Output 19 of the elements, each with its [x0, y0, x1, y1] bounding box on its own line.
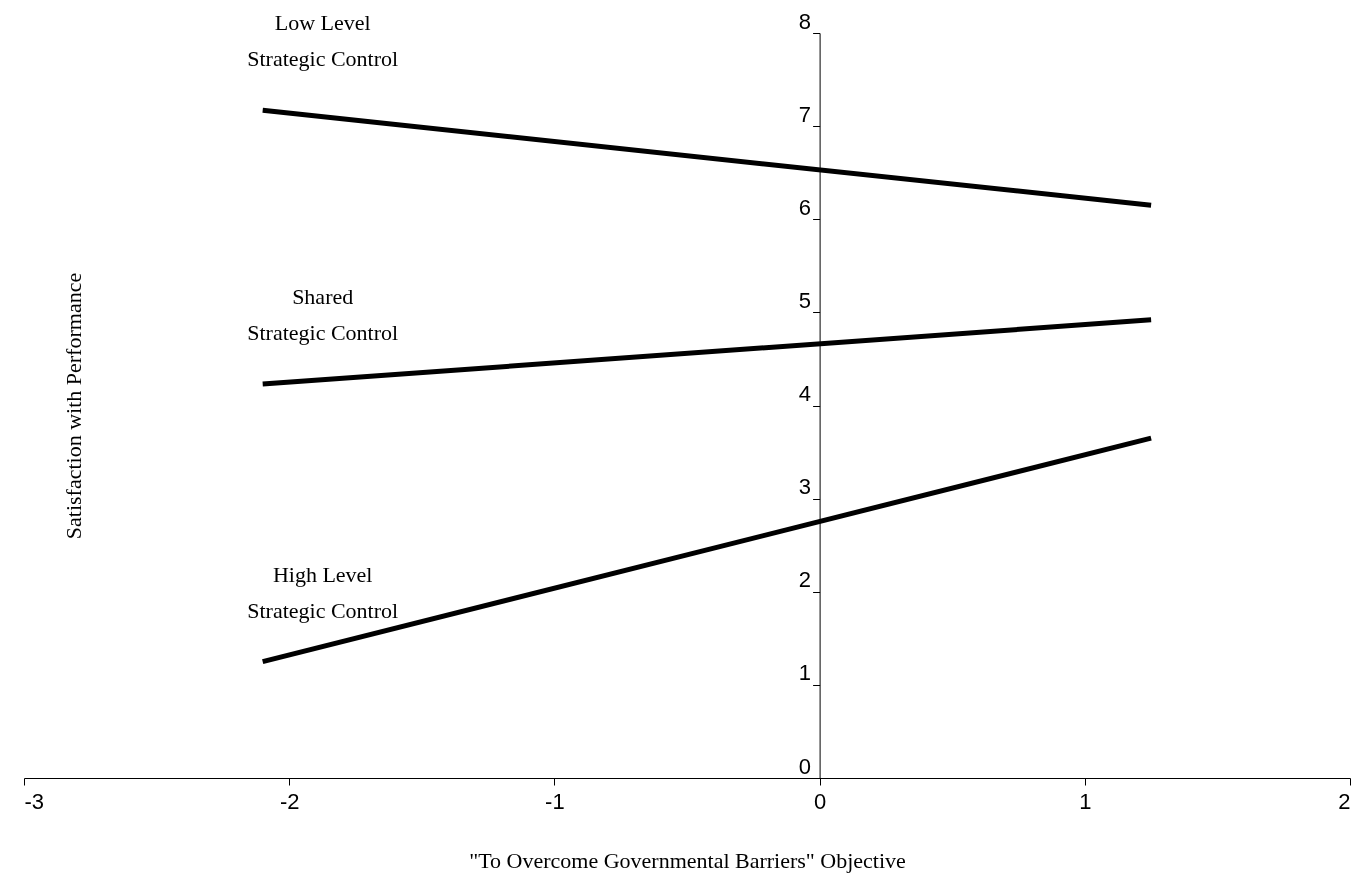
series-label: Shared Strategic Control — [247, 284, 399, 346]
y-tick-label: 0 — [798, 753, 812, 779]
x-tick-label: -3 — [24, 788, 45, 814]
y-tick-label: 5 — [798, 287, 812, 313]
x-tick-label: -1 — [545, 788, 565, 814]
y-tick-label: 3 — [798, 474, 812, 500]
x-tick-label: 2 — [1338, 788, 1351, 814]
y-axis-title: Satisfaction with Performance — [60, 272, 86, 540]
series-label: Low Level Strategic Control — [247, 10, 399, 72]
y-tick-label: 2 — [798, 567, 812, 593]
x-tick-label: 1 — [1079, 788, 1092, 814]
series-label: High Level Strategic Control — [247, 561, 399, 623]
y-tick-label: 1 — [798, 660, 812, 686]
y-tick-label: 8 — [798, 8, 812, 34]
y-tick-label: 7 — [798, 101, 812, 127]
x-tick-label: -2 — [279, 788, 300, 814]
x-axis-title: "To Overcome Governmental Barriers" Objective — [469, 847, 906, 873]
y-tick-label: 6 — [798, 194, 812, 220]
y-tick-label: 4 — [798, 381, 812, 406]
